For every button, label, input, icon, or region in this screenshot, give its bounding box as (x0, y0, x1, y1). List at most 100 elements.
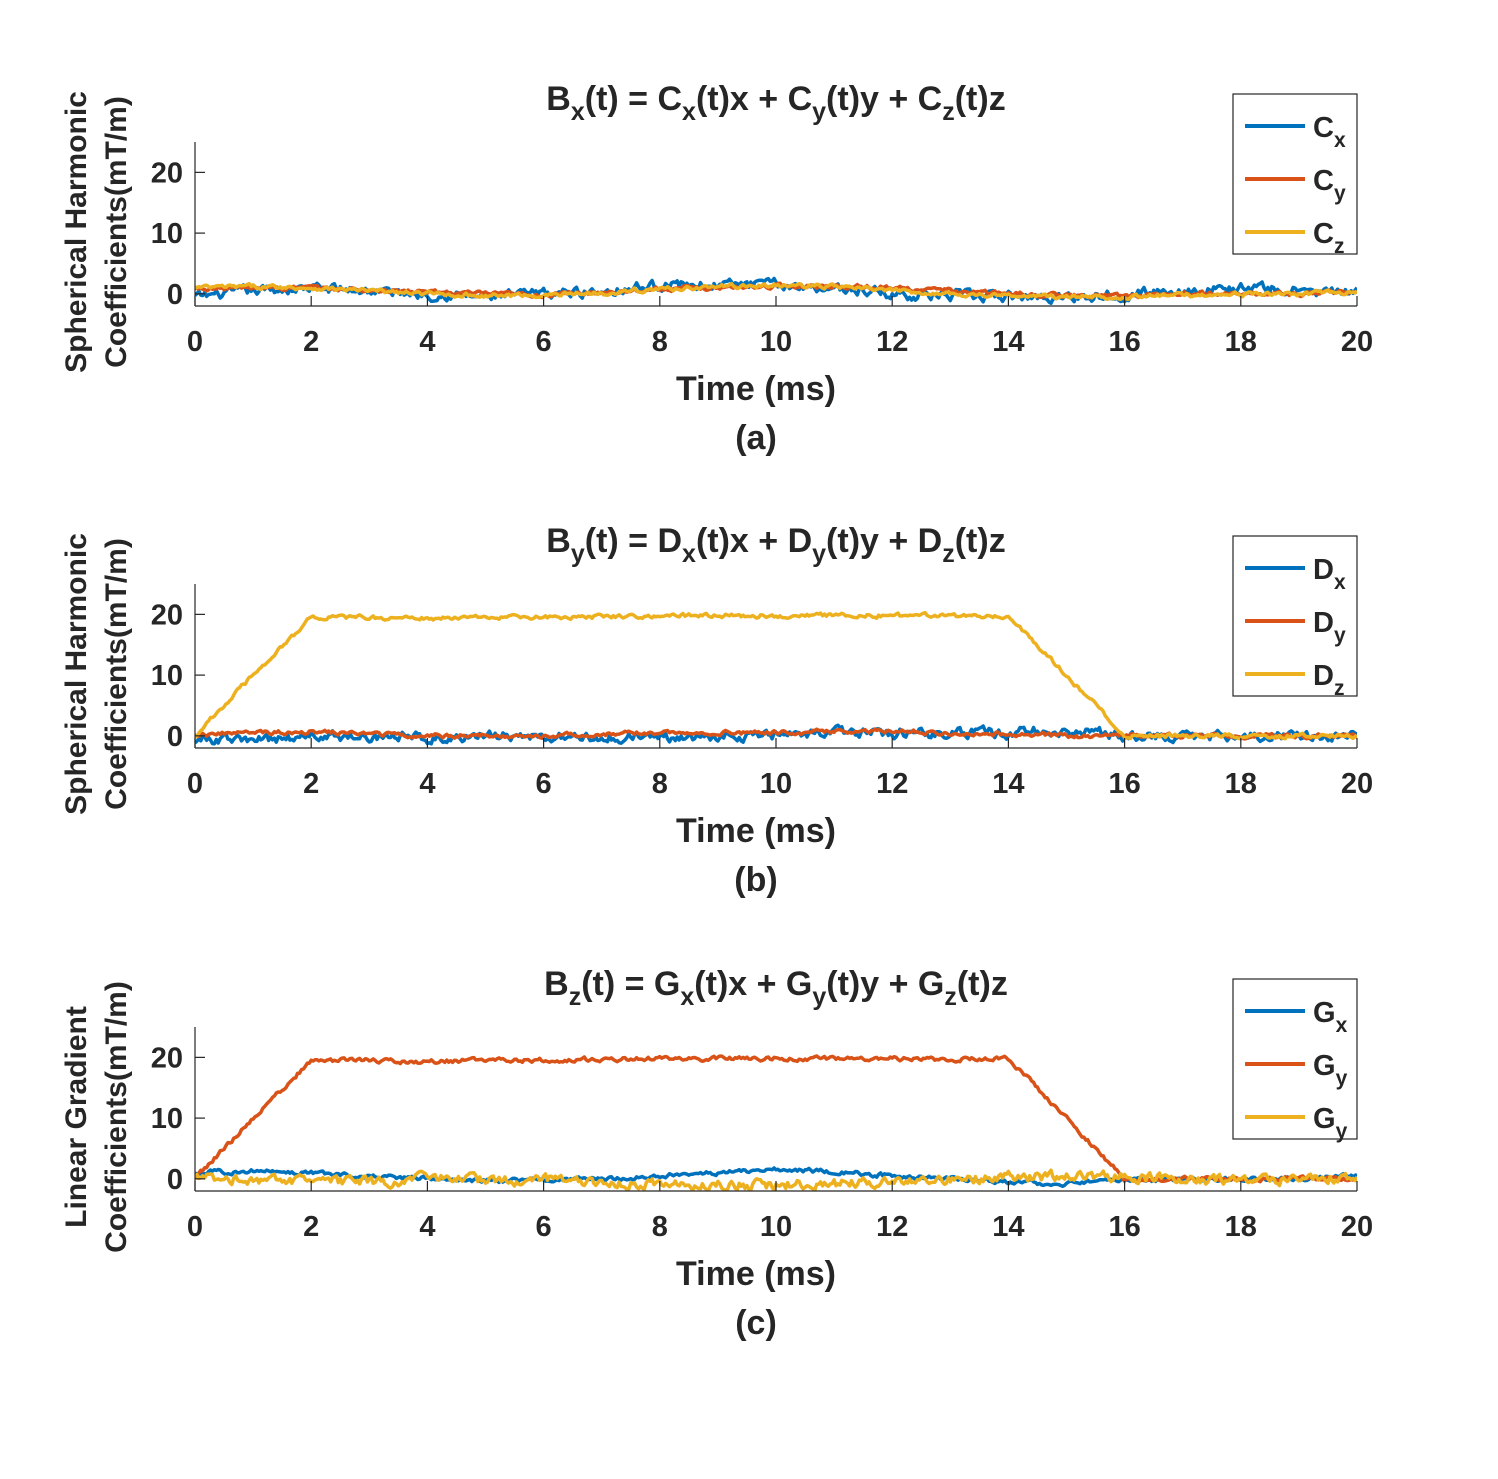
title-text: B (546, 522, 571, 560)
title-text: B (544, 965, 569, 1003)
title-subscript: z (942, 540, 955, 568)
x-tick-label: 20 (1341, 1211, 1373, 1243)
title-text: B (546, 80, 571, 118)
x-tick-label: 20 (1341, 768, 1373, 800)
legend-label-text: G (1313, 997, 1336, 1029)
y-tick-label: 20 (151, 157, 183, 189)
y-axis-label-line2: Coefficients(mT/m) (100, 538, 133, 810)
x-axis-label: Time (ms) (676, 370, 836, 408)
title-subscript: z (944, 983, 957, 1011)
legend-label-subscript: y (1336, 1120, 1348, 1143)
title-subscript: y (812, 983, 826, 1011)
x-tick-label: 6 (536, 326, 552, 358)
x-tick-label: 0 (187, 1211, 203, 1243)
title-subscript: z (569, 983, 582, 1011)
title-text: (t)z (955, 80, 1006, 118)
legend-label-text: C (1313, 112, 1334, 144)
legend-label-subscript: z (1334, 677, 1345, 700)
title-text: (t) = D (585, 522, 682, 560)
x-tick-label: 12 (876, 326, 908, 358)
legend: Dx Dy Dz (1232, 535, 1358, 700)
legend-label: Gy (1313, 1050, 1348, 1090)
title-text: (t) = C (585, 80, 682, 118)
y-axis-label-line1: Spherical Harmonic (60, 91, 93, 373)
series-line-cx (195, 276, 1357, 306)
chart-title: Bx(t) = Cx(t)x + Cy(t)y + Cz(t)z (546, 80, 1005, 126)
title-subscript: x (571, 98, 585, 126)
x-tick-label: 4 (419, 768, 435, 800)
y-axis-label-line2: Coefficients(mT/m) (100, 981, 133, 1253)
x-tick-label: 4 (419, 326, 435, 358)
title-text: (t)x + C (696, 80, 812, 118)
series-group (195, 276, 1357, 306)
legend-label: Cx (1313, 112, 1346, 152)
panels: Bx(t) = Cx(t)x + Cy(t)y + Cz(t)z0 2 4 6 8 10 1… (60, 80, 1373, 1342)
title-text: (t)y + G (826, 965, 944, 1003)
legend-label-subscript: x (1334, 129, 1346, 152)
y-axis-label-line2: Coefficients(mT/m) (100, 96, 133, 368)
x-tick-label: 10 (760, 768, 792, 800)
panel-caption: (b) (734, 861, 777, 899)
legend-label-text: D (1313, 660, 1334, 692)
x-axis-label: Time (ms) (676, 1255, 836, 1293)
x-tick-label: 12 (876, 1211, 908, 1243)
x-tick-label: 18 (1225, 768, 1257, 800)
chart-panel-1: Bx(t) = Cx(t)x + Cy(t)y + Cz(t)z0 2 4 6 8 10 1… (60, 80, 1373, 457)
legend-label-subscript: y (1336, 1067, 1348, 1090)
legend-label-subscript: x (1336, 1014, 1348, 1037)
title-text: (t)z (957, 965, 1008, 1003)
legend-label: Dx (1313, 554, 1346, 594)
y-tick-label: 20 (151, 599, 183, 631)
x-tick-label: 8 (652, 1211, 668, 1243)
legend-label: Dz (1313, 660, 1344, 700)
legend-label-text: G (1313, 1103, 1336, 1135)
legend-label-subscript: z (1334, 235, 1345, 258)
legend-label-text: D (1313, 554, 1334, 586)
x-tick-label: 16 (1108, 768, 1140, 800)
x-tick-label: 20 (1341, 326, 1373, 358)
legend-label-subscript: y (1334, 182, 1346, 205)
series-group (195, 610, 1357, 746)
title-subscript: x (682, 540, 696, 568)
title-text: (t)y + D (826, 522, 942, 560)
y-tick-label: 10 (151, 660, 183, 692)
x-tick-label: 8 (652, 326, 668, 358)
x-tick-label: 12 (876, 768, 908, 800)
y-axis-label-line1: Spherical Harmonic (60, 533, 93, 815)
x-tick-label: 6 (536, 1211, 552, 1243)
x-tick-label: 14 (992, 1211, 1024, 1243)
x-tick-label: 16 (1108, 1211, 1140, 1243)
x-tick-label: 10 (760, 1211, 792, 1243)
x-tick-label: 8 (652, 768, 668, 800)
legend-box (1232, 93, 1358, 255)
title-text: (t)z (955, 522, 1006, 560)
legend-label-text: G (1313, 1050, 1336, 1082)
x-tick-label: 2 (303, 768, 319, 800)
legend-box (1232, 535, 1358, 697)
legend-label-subscript: x (1334, 571, 1346, 594)
chart-panel-3: Bz(t) = Gx(t)x + Gy(t)y + Gz(t)z0 2 4 6 8 10 1… (60, 965, 1373, 1342)
title-text: (t)y + C (826, 80, 942, 118)
legend-label: Cy (1313, 165, 1346, 205)
title-subscript: z (942, 98, 955, 126)
x-tick-label: 0 (187, 768, 203, 800)
legend-label: Gy (1313, 1103, 1348, 1143)
x-tick-label: 2 (303, 326, 319, 358)
title-subscript: y (571, 540, 585, 568)
legend-label: Dy (1313, 607, 1346, 647)
series-line-cz (195, 281, 1357, 302)
chart-panel-2: By(t) = Dx(t)x + Dy(t)y + Dz(t)z0 2 4 6 8 10 1… (60, 522, 1373, 899)
title-text: (t)x + D (696, 522, 812, 560)
y-tick-label: 0 (167, 721, 183, 753)
x-tick-label: 18 (1225, 1211, 1257, 1243)
legend-label-text: C (1313, 218, 1334, 250)
x-tick-label: 6 (536, 768, 552, 800)
x-tick-label: 14 (992, 768, 1024, 800)
series-line-dz (195, 610, 1357, 741)
x-axis-label: Time (ms) (676, 812, 836, 850)
x-tick-label: 2 (303, 1211, 319, 1243)
x-tick-label: 4 (419, 1211, 435, 1243)
y-tick-label: 0 (167, 279, 183, 311)
